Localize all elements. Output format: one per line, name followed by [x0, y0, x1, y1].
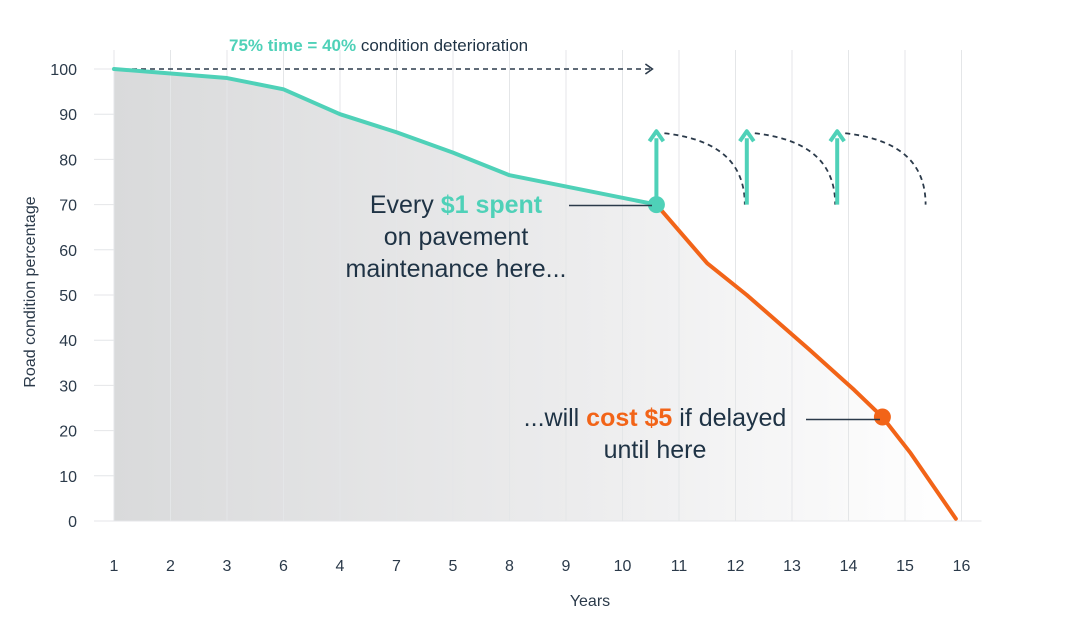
maintenance-return-curve — [754, 132, 837, 205]
maintenance-arrowhead — [738, 129, 756, 143]
maintenance-arrowhead — [647, 129, 666, 143]
top-annotation: 75% time = 40% condition deterioration — [229, 36, 528, 55]
annotation-delay-line1: ...will cost $5 if delayed — [524, 404, 787, 432]
y-tick-label: 100 — [50, 62, 77, 79]
x-tick-label: 9 — [562, 558, 571, 575]
x-tick-label: 10 — [614, 558, 632, 575]
x-tick-label: 7 — [392, 558, 401, 575]
y-tick-label: 0 — [68, 514, 77, 531]
annotation-spend-highlight: $1 spent — [441, 191, 543, 219]
area-fill — [114, 69, 956, 521]
y-tick-label: 80 — [59, 152, 77, 169]
maintenance-return-curve — [664, 132, 746, 205]
annotation-spend-prefix: Every — [370, 191, 441, 219]
y-tick-label: 10 — [59, 469, 77, 486]
top-annotation-highlight: 75% time = 40% — [229, 36, 356, 55]
annotation-delay-suffix: if delayed — [672, 404, 786, 432]
series-line-deteriorating — [654, 202, 958, 521]
annotation-spend-line3: maintenance here... — [346, 255, 567, 283]
x-tick-label: 11 — [671, 558, 688, 575]
y-tick-label: 90 — [59, 107, 77, 124]
x-tick-label: 2 — [166, 558, 175, 575]
x-axis-title: Years — [570, 593, 610, 610]
x-tick-label: 5 — [449, 558, 458, 575]
x-tick-label: 6 — [279, 558, 288, 575]
annotation-delay-line2: until here — [604, 436, 707, 464]
y-tick-label: 70 — [59, 198, 77, 215]
x-tick-label: 8 — [505, 558, 514, 575]
marker-delayed-point — [873, 408, 891, 426]
series-line-maintained — [112, 67, 659, 207]
annotation-delay-prefix: ...will — [524, 404, 587, 432]
y-tick-label: 20 — [59, 424, 77, 441]
y-axis-title: Road condition percentage — [22, 196, 39, 387]
time-span-arrowhead — [644, 63, 654, 75]
y-tick-label: 60 — [59, 243, 77, 260]
annotation-delay-highlight: cost $5 — [586, 404, 672, 432]
x-tick-label: 16 — [953, 558, 971, 575]
annotation-spend-line1: Every $1 spent — [370, 191, 543, 219]
x-tick-label: 4 — [336, 558, 345, 575]
annotation-spend-line2: on pavement — [384, 223, 529, 251]
maintenance-return-curve — [845, 132, 927, 205]
x-tick-label: 3 — [223, 558, 232, 575]
y-tick-label: 40 — [59, 333, 77, 350]
x-tick-label: 15 — [896, 558, 914, 575]
maintenance-arrowhead — [828, 129, 846, 143]
y-tick-label: 50 — [59, 288, 77, 305]
x-tick-label: 14 — [840, 558, 858, 575]
x-tick-label: 13 — [783, 558, 801, 575]
x-tick-label: 1 — [110, 558, 119, 575]
x-tick-label: 12 — [727, 558, 745, 575]
top-annotation-text: condition deterioration — [356, 36, 528, 55]
y-tick-label: 30 — [59, 378, 77, 395]
